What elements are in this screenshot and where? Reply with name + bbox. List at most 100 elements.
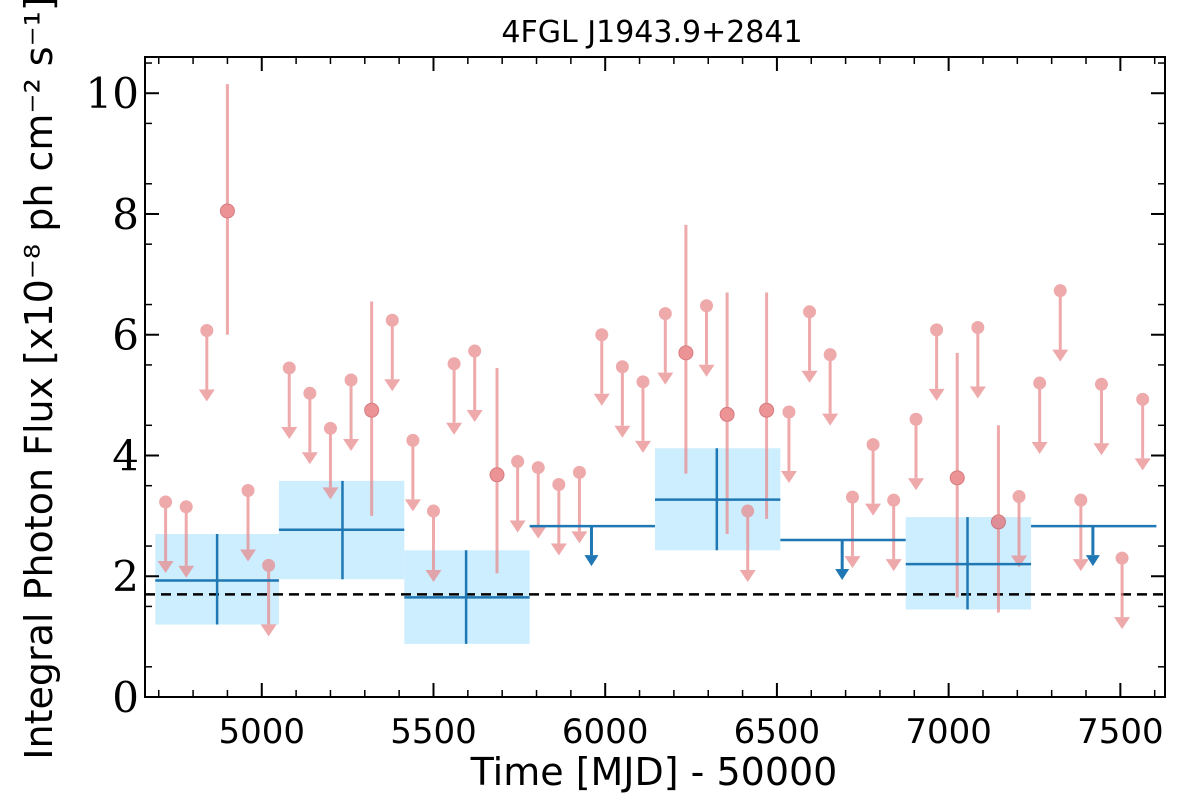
x-tick-label: 6500 [734,712,821,752]
short-bin-upper-limit-marker [909,412,923,426]
short-bin-upper-limit-head [614,425,631,438]
y-axis-label: Integral Photon Flux [x10⁻⁸ ph cm⁻² s⁻¹] [17,0,61,760]
short-bin-upper-limit-head [404,499,421,512]
short-bin-upper-limit [1093,377,1110,456]
short-bin-upper-limit-marker [179,500,193,514]
chart-title: 4FGL J1943.9+2841 [501,15,802,50]
short-bin-upper-limit-head [1052,349,1069,362]
short-bin-upper-limit-head [509,520,526,533]
short-bin-upper-limit-head [865,503,882,516]
short-bin-upper-limit [928,323,945,401]
short-bin-upper-limit-head [698,364,715,377]
short-bin-upper-limit-marker [303,386,317,400]
short-bin-upper-limit [240,484,257,562]
short-bin-upper-limit-marker [823,348,837,362]
short-bin-upper-limit-head [178,565,195,578]
short-bin-detection-marker [489,467,505,483]
short-bin-upper-limit-marker [971,320,985,334]
short-bin-upper-limit-marker [636,375,650,389]
long-bin-upper-limit-arrow-head [835,569,850,581]
short-bin-upper-limit-marker [1136,392,1150,406]
short-bin-detection [364,301,380,516]
short-bin-upper-limit [301,386,318,465]
short-bin-upper-limit [509,455,526,533]
short-bin-upper-limit-marker [595,328,609,342]
short-bin-upper-limit [1052,284,1069,362]
short-bin-upper-limit-marker [887,493,901,507]
short-bin-upper-limit-head [1093,443,1110,456]
short-bin-upper-limit-head [634,440,651,453]
short-bin-upper-limit-marker [344,373,358,387]
short-bin-upper-limit [446,357,463,435]
short-bin-upper-limit [739,504,756,583]
plot-frame [144,56,1166,698]
short-bin-upper-limit [550,477,567,556]
long-bin-upper-limit-arrow-head [584,555,599,567]
short-bin-upper-limit-head [343,439,360,452]
y-tick-label: 8 [112,190,139,239]
short-bin-upper-limit-marker [159,495,173,509]
short-bin-upper-limit [198,324,215,402]
short-bin-detection-marker [678,345,694,361]
short-bin-upper-limit-marker [323,421,337,435]
short-bin-upper-limit-head [425,570,442,583]
short-bin-detection [759,292,775,519]
short-bin-upper-limit [657,307,674,385]
short-bin-upper-limit [384,313,401,392]
short-bin-upper-limit [593,328,610,406]
short-bin-detection-marker [364,402,380,418]
short-bin-upper-limit [780,405,797,484]
short-bin-upper-limit-marker [552,477,566,491]
short-bin-upper-limit [885,493,902,572]
short-bin-upper-limit-marker [468,344,482,358]
short-bin-upper-limit-head [969,386,986,399]
short-bin-upper-limit-marker [531,461,545,475]
short-bin-upper-limit-marker [200,324,214,338]
short-bin-upper-limit-head [240,549,257,562]
short-bin-upper-limit-head [885,559,902,572]
short-bin-upper-limit [801,305,818,383]
short-bin-upper-limit [1072,493,1089,572]
short-bin-upper-limit-marker [511,455,525,469]
short-bin-upper-limit [425,504,442,583]
short-bin-upper-limit-marker [1053,284,1067,298]
short-bin-upper-limit [466,344,483,423]
short-bin-upper-limit-head [281,426,298,439]
short-bin-upper-limit-head [780,471,797,484]
short-bin-upper-limit-head [1011,555,1028,568]
x-tick-label: 5500 [390,712,477,752]
short-bin-upper-limit-head [593,393,610,406]
x-tick-label: 5000 [219,712,306,752]
short-bin-upper-limit-marker [1033,376,1047,390]
short-bin-upper-limit-marker [282,361,296,375]
short-bin-upper-limit-marker [385,313,399,327]
short-bin-upper-limit [281,361,298,439]
short-bin-upper-limit [865,438,882,516]
short-bin-upper-limit-marker [426,504,440,518]
short-bin-detection [949,352,965,598]
x-tick-label: 7500 [1077,712,1164,752]
short-bin-upper-limit [908,412,925,491]
short-bin-detection [489,367,505,574]
short-bin-upper-limit [404,433,421,512]
short-bin-upper-limit [1011,490,1028,568]
short-bin-upper-limit-head [908,478,925,491]
short-bin-upper-limit [1114,551,1131,630]
y-tick-label: 0 [112,673,139,722]
short-bin-detection-marker [719,406,735,422]
short-bin-upper-limit-head [301,452,318,465]
short-bin-upper-limit-marker [615,360,629,374]
short-bin-upper-limit-head [322,487,339,500]
short-bin-upper-limit-marker [406,433,420,447]
short-bin-upper-limit [634,375,651,453]
short-bin-upper-limit-marker [447,357,461,371]
short-bin-upper-limit-head [157,560,174,573]
short-bin-upper-limit-head [657,372,674,385]
short-bin-upper-limit-marker [241,484,255,498]
short-bin-upper-limit-marker [1012,490,1026,504]
short-bin-upper-limit-marker [930,323,944,337]
y-tick-label: 4 [112,431,139,480]
y-tick-label: 2 [112,552,139,601]
short-bin-upper-limit [343,373,360,452]
